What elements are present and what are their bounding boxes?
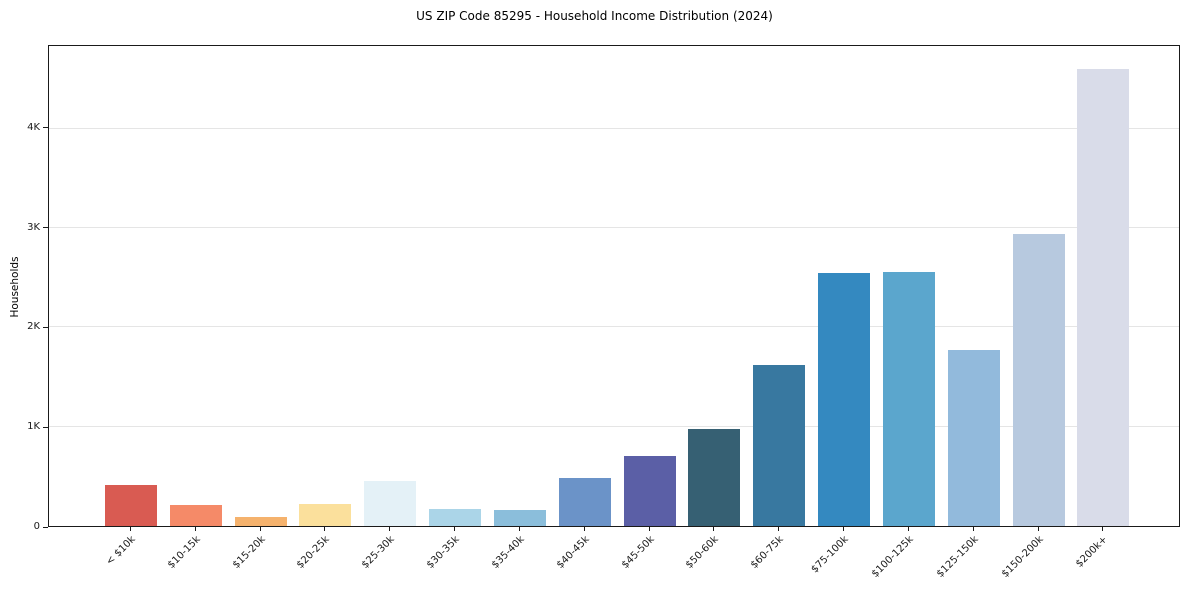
- x-tick-mark-$10-15k: [194, 527, 196, 531]
- y-tick-mark-2K: [43, 326, 48, 328]
- x-tick-mark-$50-60k: [713, 527, 715, 531]
- x-tick-mark-$40-45k: [583, 527, 585, 531]
- y-tick-label-2K: 2K: [27, 321, 40, 333]
- x-tick-mark-$150-200k: [1037, 527, 1039, 531]
- gridline-1K: [49, 425, 1179, 427]
- x-tick-mark-$30-35k: [454, 527, 456, 531]
- y-tick-label-0: 0: [33, 521, 40, 532]
- y-tick-label-1K: 1K: [27, 421, 40, 433]
- x-tick-mark-$15-20k: [259, 527, 261, 531]
- y-tick-mark-4K: [43, 127, 48, 129]
- bar-$200k+: [1077, 68, 1130, 526]
- bar-$15-20k: [234, 517, 287, 526]
- bar-$40-45k: [558, 477, 611, 526]
- bar-$25-30k: [364, 481, 417, 526]
- gridline-4K: [49, 127, 1179, 129]
- x-tick-mark-< $10k: [130, 527, 131, 531]
- bar-$60-75k: [753, 364, 806, 526]
- y-tick-mark-0: [43, 526, 48, 528]
- y-tick-label-3K: 3K: [27, 221, 40, 233]
- x-tick-mark-$60-75k: [778, 527, 780, 531]
- x-tick-mark-$100-125k: [907, 527, 909, 531]
- x-tick-mark-$75-100k: [843, 527, 845, 531]
- bar-< $10k: [105, 485, 157, 526]
- x-tick-mark-$200k+: [1102, 527, 1104, 531]
- bar-$125-150k: [947, 350, 1000, 526]
- y-axis-label: Households: [9, 256, 21, 318]
- bar-$20-25k: [299, 503, 352, 526]
- plot-area: [48, 45, 1180, 527]
- x-tick-mark-$45-50k: [648, 527, 650, 531]
- x-tick-mark-$25-30k: [389, 527, 391, 531]
- bar-$10-15k: [169, 505, 222, 526]
- x-tick-mark-$125-150k: [972, 527, 974, 531]
- bar-$45-50k: [623, 455, 676, 526]
- x-tick-mark-$35-40k: [518, 527, 520, 531]
- x-tick-label-< $10k: < $10k: [104, 534, 138, 568]
- gridline-2K: [49, 326, 1179, 328]
- bar-$100-125k: [882, 272, 935, 526]
- y-tick-label-4K: 4K: [27, 121, 40, 133]
- bar-$35-40k: [493, 510, 546, 526]
- bar-$30-35k: [429, 508, 482, 526]
- bar-$50-60k: [688, 429, 741, 526]
- y-tick-mark-3K: [43, 227, 48, 229]
- gridline-3K: [49, 226, 1179, 228]
- bar-$75-100k: [818, 273, 871, 526]
- x-tick-mark-$20-25k: [324, 527, 326, 531]
- bar-$150-200k: [1012, 234, 1065, 526]
- chart-title: US ZIP Code 85295 - Household Income Dis…: [416, 9, 773, 23]
- y-tick-mark-1K: [43, 426, 48, 428]
